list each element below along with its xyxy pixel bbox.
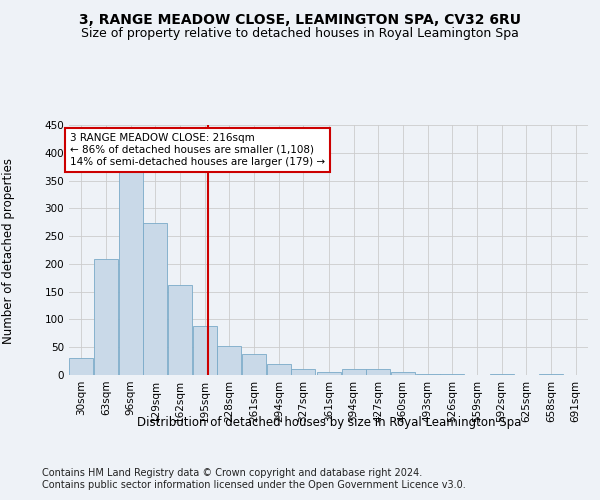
- Bar: [440, 374, 464, 375]
- Text: Contains HM Land Registry data © Crown copyright and database right 2024.: Contains HM Land Registry data © Crown c…: [42, 468, 422, 477]
- Bar: [193, 326, 217, 375]
- Bar: [292, 370, 316, 375]
- Bar: [70, 358, 94, 375]
- Text: 3 RANGE MEADOW CLOSE: 216sqm
← 86% of detached houses are smaller (1,108)
14% of: 3 RANGE MEADOW CLOSE: 216sqm ← 86% of de…: [70, 134, 325, 166]
- Text: Distribution of detached houses by size in Royal Leamington Spa: Distribution of detached houses by size …: [137, 416, 521, 429]
- Bar: [539, 374, 563, 375]
- Bar: [143, 223, 167, 375]
- Bar: [94, 259, 118, 375]
- Bar: [366, 370, 390, 375]
- Bar: [416, 374, 440, 375]
- Bar: [119, 166, 143, 375]
- Bar: [317, 372, 341, 375]
- Bar: [391, 372, 415, 375]
- Bar: [490, 374, 514, 375]
- Text: Number of detached properties: Number of detached properties: [2, 158, 16, 344]
- Bar: [242, 354, 266, 375]
- Text: Contains public sector information licensed under the Open Government Licence v3: Contains public sector information licen…: [42, 480, 466, 490]
- Text: Size of property relative to detached houses in Royal Leamington Spa: Size of property relative to detached ho…: [81, 28, 519, 40]
- Bar: [341, 370, 365, 375]
- Text: 3, RANGE MEADOW CLOSE, LEAMINGTON SPA, CV32 6RU: 3, RANGE MEADOW CLOSE, LEAMINGTON SPA, C…: [79, 12, 521, 26]
- Bar: [168, 285, 192, 375]
- Bar: [217, 346, 241, 375]
- Bar: [267, 364, 291, 375]
